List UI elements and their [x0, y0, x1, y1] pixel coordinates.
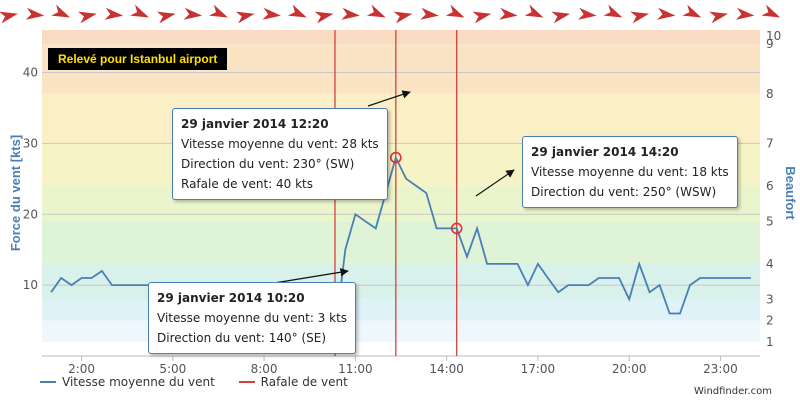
beaufort-tick-label: 10	[766, 29, 781, 43]
legend-label: Vitesse moyenne du vent	[62, 375, 215, 389]
highlight-marker	[450, 222, 463, 235]
beaufort-tick-label: 9	[766, 37, 774, 51]
wind-direction-arrow	[761, 4, 781, 18]
wind-direction-arrow	[0, 11, 18, 24]
wind-direction-arrow	[314, 11, 334, 24]
x-tick-label: 20:00	[612, 362, 647, 376]
wind-direction-arrow	[499, 7, 518, 20]
beaufort-tick-label: 7	[766, 136, 774, 150]
legend-item-mean[interactable]: Vitesse moyenne du vent	[40, 375, 215, 389]
wind-direction-arrow	[735, 7, 755, 20]
tooltip-line: Direction du vent: 250° (WSW)	[531, 185, 717, 199]
tooltip-title: 29 janvier 2014 14:20	[531, 145, 679, 159]
tooltip-line: Vitesse moyenne du vent: 28 kts	[181, 137, 379, 151]
beaufort-tick-label: 8	[766, 87, 774, 101]
tooltip-line: Direction du vent: 230° (SW)	[181, 157, 355, 171]
x-tick-label: 5:00	[159, 362, 186, 376]
tooltip-line: Vitesse moyenne du vent: 3 kts	[157, 311, 348, 325]
highlight-marker	[390, 151, 402, 164]
beaufort-band	[42, 30, 760, 45]
wind-direction-arrow	[682, 4, 702, 18]
wind-direction-arrow	[524, 4, 544, 18]
wind-direction-arrow	[183, 7, 203, 20]
x-tick-label: 17:00	[521, 362, 556, 376]
wind-direction-arrow	[51, 4, 71, 18]
y-axis-title: Force du vent [kts]	[8, 135, 23, 251]
legend: Vitesse moyenne du vent Rafale de vent	[40, 372, 368, 389]
beaufort-tick-label: 4	[766, 257, 774, 271]
beaufort-tick-label: 2	[766, 314, 774, 328]
tooltip-line: Vitesse moyenne du vent: 18 kts	[531, 165, 729, 179]
x-tick-label: 8:00	[251, 362, 278, 376]
y-tick-label: 40	[23, 66, 38, 80]
tooltip-line: Rafale de vent: 40 kts	[181, 177, 313, 191]
x-tick-label: 14:00	[429, 362, 464, 376]
wind-direction-arrow	[341, 7, 360, 20]
x-tick-label: 2:00	[68, 362, 95, 376]
y-tick-label: 10	[23, 278, 38, 292]
wind-direction-arrow	[709, 11, 728, 24]
tooltip-title: 29 janvier 2014 12:20	[181, 117, 329, 131]
wind-direction-arrow	[287, 4, 307, 18]
x-tick-label: 11:00	[338, 362, 373, 376]
tooltip-1020: 29 janvier 2014 10:20 Vitesse moyenne du…	[148, 282, 357, 354]
wind-direction-arrow	[104, 7, 124, 20]
callout-arrow	[367, 90, 411, 107]
beaufort-tick-label: 6	[766, 179, 774, 193]
legend-swatch	[40, 381, 56, 383]
location-badge: Relevé pour Istanbul airport	[48, 48, 228, 70]
y-tick-label: 20	[23, 207, 38, 221]
callout-arrow	[475, 169, 515, 197]
tooltip-1220: 29 janvier 2014 12:20 Vitesse moyenne du…	[172, 108, 388, 200]
legend-label: Rafale de vent	[260, 375, 348, 389]
beaufort-band	[42, 93, 760, 144]
beaufort-tick-label: 5	[766, 214, 774, 228]
wind-direction-arrow	[393, 11, 413, 24]
wind-direction-arrow	[208, 4, 228, 18]
wind-direction-arrow	[578, 7, 597, 20]
tooltip-1420: 29 janvier 2014 14:20 Vitesse moyenne du…	[522, 136, 738, 208]
y-tick-label: 30	[23, 136, 38, 150]
beaufort-tick-label: 3	[766, 292, 774, 306]
tooltip-line: Direction du vent: 140° (SE)	[157, 331, 326, 345]
wind-direction-arrow	[156, 11, 176, 24]
wind-direction-arrow	[656, 7, 676, 20]
wind-direction-arrow	[130, 4, 149, 18]
wind-direction-arrow	[603, 4, 623, 18]
legend-swatch	[238, 381, 255, 383]
wind-direction-arrow	[25, 7, 45, 20]
x-tick-label: 23:00	[703, 362, 738, 376]
y2-axis-title: Beaufort	[783, 166, 798, 220]
legend-item-gust[interactable]: Rafale de vent	[238, 375, 348, 389]
wind-direction-arrow	[262, 7, 281, 20]
wind-direction-arrow	[235, 11, 255, 24]
wind-direction-arrow	[630, 11, 650, 24]
wind-direction-arrow	[472, 11, 492, 24]
wind-direction-arrow	[77, 11, 97, 24]
beaufort-band	[42, 221, 760, 264]
wind-direction-arrow	[420, 7, 439, 20]
beaufort-tick-label: 1	[766, 335, 774, 349]
tooltip-title: 29 janvier 2014 10:20	[157, 291, 305, 305]
wind-direction-arrow	[366, 4, 386, 18]
credit: Windfinder.com	[694, 386, 772, 397]
wind-direction-arrow	[551, 11, 571, 24]
wind-direction-arrow	[445, 4, 465, 18]
